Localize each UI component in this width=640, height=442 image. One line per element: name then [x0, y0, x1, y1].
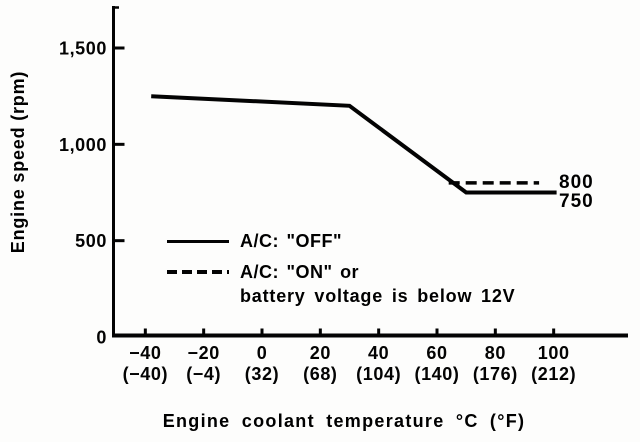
series-ac-off-line: [151, 94, 557, 195]
x-tick-label-celsius: 80: [485, 343, 506, 363]
y-tick-label: 500: [75, 231, 107, 251]
x-tick-label-celsius: 40: [368, 343, 389, 363]
legend: A/C: "OFF" A/C: "ON" or battery voltage …: [167, 231, 515, 306]
x-tick-label-fahrenheit: (140): [414, 364, 459, 384]
legend-label-ac-on: A/C: "ON" or: [240, 262, 360, 282]
legend-label-battery-voltage: battery voltage is below 12V: [240, 286, 516, 306]
legend-item-ac-off: A/C: "OFF": [167, 231, 497, 251]
x-tick-label-fahrenheit: (212): [531, 364, 576, 384]
x-tick-label-fahrenheit: (104): [356, 364, 401, 384]
legend-solid-line-swatch: [167, 239, 229, 243]
x-tick-label-fahrenheit: (176): [473, 364, 518, 384]
x-tick-label-fahrenheit: (32): [245, 364, 279, 384]
x-tick-label-celsius: 100: [538, 343, 570, 363]
x-tick-label-fahrenheit: (68): [303, 364, 337, 384]
x-tick-label-fahrenheit: (−4): [186, 364, 221, 384]
legend-item-ac-on: A/C: "ON" or battery voltage is below 12…: [167, 262, 515, 306]
value-label-800: 800: [559, 172, 594, 193]
y-tick-label: 0: [96, 328, 107, 348]
y-axis-title: Engine speed (rpm): [8, 70, 28, 254]
x-tick-label-celsius: −20: [187, 343, 219, 363]
x-tick-label-celsius: 0: [257, 343, 268, 363]
value-label-750: 750: [559, 191, 594, 212]
x-tick-label-fahrenheit: (−40): [123, 364, 169, 384]
y-tick-label: 1,000: [59, 135, 107, 155]
x-tick-label-celsius: −40: [129, 343, 161, 363]
y-tick-label: 1,500: [59, 38, 107, 58]
x-axis-title: Engine coolant temperature °C (°F): [162, 411, 526, 431]
x-tick-label-celsius: 20: [310, 343, 331, 363]
x-tick-label-celsius: 60: [426, 343, 447, 363]
legend-dashed-line-swatch: [167, 270, 229, 274]
legend-label-ac-off: A/C: "OFF": [240, 231, 343, 251]
